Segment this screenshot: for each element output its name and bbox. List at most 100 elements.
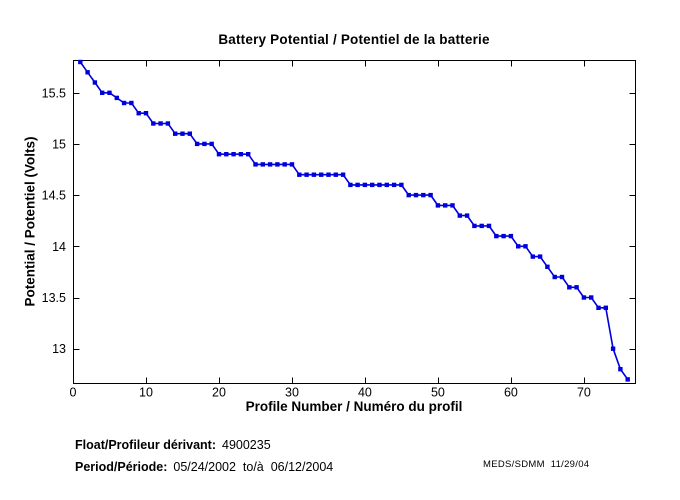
data-point-marker bbox=[304, 172, 309, 177]
data-point-marker bbox=[114, 95, 119, 101]
data-point-marker bbox=[362, 182, 368, 188]
data-point-marker bbox=[428, 192, 433, 198]
data-point-marker bbox=[589, 295, 594, 300]
data-point-marker bbox=[443, 203, 448, 208]
svg-text:14: 14 bbox=[52, 240, 66, 254]
data-point-marker bbox=[537, 254, 543, 259]
data-point-marker bbox=[450, 203, 455, 208]
data-point-marker bbox=[246, 152, 251, 157]
data-point-marker bbox=[516, 244, 521, 249]
data-point-marker bbox=[136, 111, 141, 116]
data-point-marker bbox=[508, 233, 514, 239]
data-point-marker bbox=[194, 141, 200, 147]
data-point-marker bbox=[545, 264, 550, 269]
svg-text:50: 50 bbox=[431, 386, 445, 400]
data-point-marker bbox=[275, 162, 280, 167]
data-point-marker bbox=[311, 172, 317, 177]
data-point-marker bbox=[100, 90, 105, 95]
data-point-marker bbox=[224, 152, 229, 157]
data-point-marker bbox=[180, 131, 185, 136]
period-value: 05/24/2002 to/à 06/12/2004 bbox=[173, 460, 334, 474]
data-point-marker bbox=[494, 233, 499, 239]
float-id-line: Float/Profileur dérivant: 4900235 bbox=[75, 438, 271, 452]
svg-text:10: 10 bbox=[139, 386, 153, 400]
data-point-marker bbox=[238, 152, 244, 157]
svg-text:20: 20 bbox=[212, 386, 226, 400]
tick-labels: 0 10 20 30 40 50 60 70 13 13.5 14 14.5 15 15.5 bbox=[42, 86, 591, 399]
data-point-marker bbox=[486, 223, 492, 229]
data-point-marker bbox=[523, 244, 528, 249]
data-point-marker bbox=[151, 121, 156, 126]
chart-title: Battery Potential / Potentiel de la batt… bbox=[218, 32, 490, 47]
data-point-marker bbox=[78, 59, 83, 65]
data-point-marker bbox=[421, 192, 426, 198]
data-point-marker bbox=[391, 182, 397, 188]
data-point-marker bbox=[377, 182, 382, 188]
float-label: Float/Profileur dérivant: bbox=[75, 438, 216, 452]
data-point-marker bbox=[501, 233, 506, 239]
series-battery-potential bbox=[78, 59, 630, 382]
data-point-marker bbox=[464, 213, 470, 218]
data-point-marker bbox=[107, 90, 112, 95]
data-point-marker bbox=[603, 305, 608, 310]
data-point-marker bbox=[92, 80, 98, 85]
svg-text:40: 40 bbox=[358, 386, 372, 400]
data-point-marker bbox=[297, 172, 302, 177]
data-point-marker bbox=[399, 182, 404, 188]
data-point-marker bbox=[530, 254, 535, 259]
period-label: Period/Période: bbox=[75, 460, 168, 474]
data-point-marker bbox=[282, 162, 287, 167]
data-point-marker bbox=[559, 274, 565, 280]
svg-text:15: 15 bbox=[52, 137, 66, 151]
data-point-marker bbox=[158, 121, 163, 126]
data-point-marker bbox=[209, 141, 214, 147]
svg-text:70: 70 bbox=[577, 386, 591, 400]
data-point-marker bbox=[333, 172, 338, 177]
period-line: Period/Période: 05/24/2002 to/à 06/12/200… bbox=[75, 460, 333, 474]
svg-text:30: 30 bbox=[285, 386, 299, 400]
data-point-marker bbox=[319, 172, 324, 177]
svg-text:0: 0 bbox=[70, 386, 77, 400]
data-point-marker bbox=[289, 162, 295, 167]
float-value: 4900235 bbox=[222, 438, 271, 452]
data-point-marker bbox=[355, 182, 360, 188]
data-point-marker bbox=[253, 162, 258, 167]
data-point-marker bbox=[625, 377, 630, 382]
data-point-marker bbox=[143, 111, 149, 116]
data-point-marker bbox=[479, 223, 484, 229]
data-point-marker bbox=[413, 192, 419, 198]
data-point-marker bbox=[457, 213, 462, 218]
svg-text:60: 60 bbox=[504, 386, 518, 400]
axes bbox=[73, 60, 636, 384]
data-point-marker bbox=[165, 121, 171, 126]
data-point-marker bbox=[202, 141, 207, 147]
data-point-marker bbox=[121, 100, 127, 106]
data-point-marker bbox=[610, 346, 616, 351]
data-point-marker bbox=[370, 182, 375, 188]
data-point-marker bbox=[129, 100, 134, 106]
data-point-marker bbox=[173, 131, 178, 136]
data-point-marker bbox=[340, 172, 346, 177]
data-point-marker bbox=[85, 70, 90, 75]
svg-text:14.5: 14.5 bbox=[42, 189, 66, 203]
data-point-marker bbox=[618, 367, 623, 372]
data-point-marker bbox=[187, 131, 192, 136]
data-point-marker bbox=[348, 182, 353, 188]
data-point-marker bbox=[472, 223, 477, 229]
svg-text:13: 13 bbox=[52, 342, 66, 356]
data-point-marker bbox=[552, 274, 557, 280]
data-point-marker bbox=[216, 152, 222, 157]
data-point-marker bbox=[384, 182, 389, 188]
data-point-marker bbox=[581, 295, 587, 300]
data-point-marker bbox=[267, 162, 273, 167]
svg-text:13.5: 13.5 bbox=[42, 291, 66, 305]
data-point-marker bbox=[574, 285, 579, 290]
data-point-marker bbox=[567, 285, 572, 290]
credit-text: MEDS/SDMM 11/29/04 bbox=[483, 459, 590, 470]
data-point-marker bbox=[435, 203, 441, 208]
data-point-marker bbox=[596, 305, 601, 310]
data-point-marker bbox=[260, 162, 265, 167]
data-point-marker bbox=[406, 192, 411, 198]
